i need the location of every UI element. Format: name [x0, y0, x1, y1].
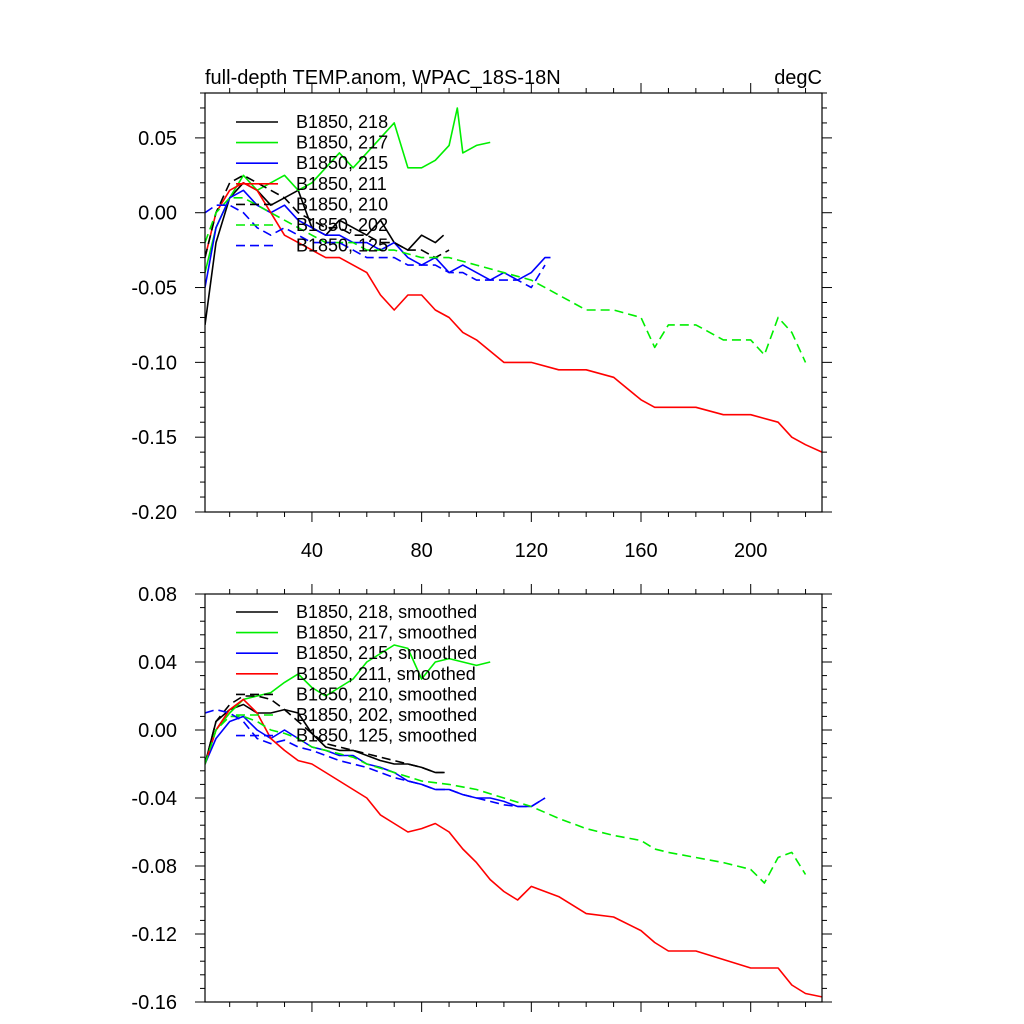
chart-units: degC	[774, 67, 822, 89]
y-tick-label: -0.16	[131, 992, 177, 1014]
y-tick-label: -0.08	[131, 856, 177, 878]
y-tick-label: 0.00	[138, 203, 177, 225]
top-chart: full-depth TEMP.anom, WPAC_18S-18N degC …	[131, 67, 832, 562]
y-tick-label: -0.05	[131, 278, 177, 300]
x-tick-label: 120	[515, 540, 548, 562]
y-tick-label: 0.04	[138, 652, 177, 674]
legend-entry: B1850, 218, smoothed	[296, 602, 477, 622]
y-tick-label: 0.00	[138, 720, 177, 742]
series-group	[205, 107, 822, 453]
y-tick-label: -0.12	[131, 924, 177, 946]
legend-entry: B1850, 218	[296, 112, 388, 132]
series-line-7	[205, 204, 546, 289]
x-tick-label: 40	[301, 540, 323, 562]
y-tick-label: 0.08	[138, 584, 177, 606]
legend-entry: B1850, 210	[296, 194, 388, 214]
y-tick-label: 0.05	[138, 128, 177, 150]
series-line-5	[205, 174, 450, 259]
legend-entry: B1850, 211	[296, 174, 387, 194]
legend-entry: B1850, 125, smoothed	[296, 726, 477, 746]
legend-entry: B1850, 217	[296, 133, 388, 153]
legend-entry: B1850, 125	[296, 236, 388, 256]
y-tick-label: -0.20	[131, 502, 177, 524]
x-tick-label: 160	[624, 540, 657, 562]
legend-entry: B1850, 217, smoothed	[296, 623, 477, 643]
legend-entry: B1850, 210, smoothed	[296, 684, 477, 704]
legend-entry: B1850, 215, smoothed	[296, 643, 477, 663]
bottom-chart: -0.16 -0.12 -0.08 -0.04 0.00 0.04 0.08 B1850, 2…	[131, 584, 832, 1014]
y-tick-label: -0.10	[131, 352, 177, 374]
series-line-3	[205, 715, 546, 808]
series-line-7	[205, 708, 546, 808]
y-tick-label: -0.04	[131, 788, 177, 810]
series-line-2	[205, 644, 491, 765]
legend-entry: B1850, 202, smoothed	[296, 705, 477, 725]
series-line-4	[205, 182, 822, 453]
series-group	[205, 644, 822, 998]
series-line-4	[205, 698, 822, 998]
x-tick-label: 80	[411, 540, 433, 562]
series-line-1	[205, 703, 444, 774]
legend-entry: B1850, 202	[296, 215, 388, 235]
legend-entry: B1850, 215	[296, 153, 388, 173]
chart-title: full-depth TEMP.anom, WPAC_18S-18N	[205, 67, 561, 89]
series-line-2	[205, 107, 491, 273]
series-line-6	[205, 715, 807, 884]
x-tick-label: 200	[734, 540, 767, 562]
legend-entry: B1850, 211, smoothed	[296, 664, 476, 684]
y-tick-label: -0.15	[131, 427, 177, 449]
series-line-6	[205, 197, 807, 363]
